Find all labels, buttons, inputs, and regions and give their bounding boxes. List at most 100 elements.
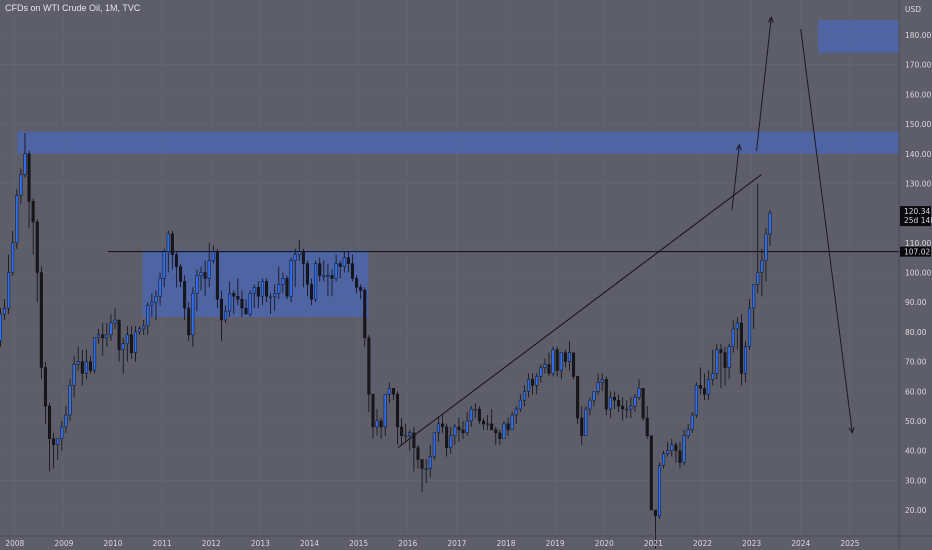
candle-body xyxy=(580,417,584,437)
price-tick-label: 20.00 xyxy=(905,506,927,515)
candle-body xyxy=(555,349,559,371)
candle-body xyxy=(367,337,371,395)
candle-body xyxy=(39,272,43,368)
candle-body xyxy=(269,296,273,298)
candle-body xyxy=(121,343,125,350)
candle-body xyxy=(641,388,645,419)
candle-body xyxy=(363,290,367,339)
candle-body xyxy=(170,233,174,255)
candle-body xyxy=(453,426,457,437)
price-tick-label: 130.00 xyxy=(905,179,931,188)
candle-body xyxy=(2,307,7,315)
candle-body xyxy=(211,251,215,261)
zone-layer xyxy=(17,20,900,318)
candle-body xyxy=(743,346,748,374)
candle-body xyxy=(256,287,260,297)
candle-body xyxy=(383,393,387,428)
candle-body xyxy=(326,275,330,277)
candle-body xyxy=(113,319,117,324)
candle-body xyxy=(355,278,359,288)
time-tick-label: 2016 xyxy=(398,539,417,548)
price-tick-label: 140.00 xyxy=(905,150,931,159)
candle-body xyxy=(346,257,350,264)
candle-body xyxy=(670,444,674,451)
candle-body xyxy=(518,399,522,410)
candle-body xyxy=(187,307,191,336)
time-tick-label: 2015 xyxy=(349,539,368,548)
candle-body xyxy=(617,399,621,407)
candle-body xyxy=(432,432,436,457)
candle-body xyxy=(133,331,138,353)
candle-body xyxy=(52,438,56,445)
candle-body xyxy=(572,352,576,377)
candle-body xyxy=(310,284,314,300)
candle-body xyxy=(179,266,183,282)
price-axis[interactable] xyxy=(899,0,932,536)
candle-body xyxy=(535,376,539,386)
candle-body xyxy=(723,352,727,368)
price-tick-label: 70.00 xyxy=(905,358,927,367)
candle-body xyxy=(657,465,662,517)
candle-body xyxy=(662,453,666,466)
time-tick-label: 2022 xyxy=(693,539,712,548)
candle-body xyxy=(596,382,600,392)
candle-body xyxy=(715,349,719,374)
price-tick-label: 160.00 xyxy=(905,90,931,99)
candle-body xyxy=(379,420,383,428)
candle-body xyxy=(11,242,15,273)
candle-body xyxy=(686,429,690,437)
candle-body xyxy=(183,281,187,309)
candle-body xyxy=(7,272,11,309)
candle-body xyxy=(457,426,461,431)
candle-body xyxy=(547,364,551,374)
time-axis-labels: 2008 2009 2010 2011 2012 2013 2014 2015 2016 2017… xyxy=(5,539,859,548)
candle-body xyxy=(305,263,309,285)
candle-body xyxy=(514,408,518,416)
candle-body xyxy=(252,287,256,294)
projection-arrow-line xyxy=(800,28,853,433)
time-tick-label: 2011 xyxy=(153,539,172,548)
candle-body xyxy=(31,201,35,223)
candle-body xyxy=(80,361,84,374)
candle-body xyxy=(694,385,698,416)
candle-body xyxy=(477,408,481,422)
candle-body xyxy=(698,385,702,389)
candle-body xyxy=(35,221,39,273)
candle-body xyxy=(731,328,735,347)
candle-body xyxy=(0,313,2,342)
candle-body xyxy=(101,334,105,339)
candle-body xyxy=(260,281,264,297)
projection-arrow-line xyxy=(756,17,772,151)
price-tick-label: 90.00 xyxy=(905,298,927,307)
candle-body xyxy=(248,293,252,315)
trendline xyxy=(397,174,762,449)
time-tick-label: 2021 xyxy=(644,539,663,548)
candle-body xyxy=(138,328,142,333)
candle-body xyxy=(342,257,346,267)
candle-body xyxy=(412,432,416,448)
candle-body xyxy=(469,408,473,422)
price-tick-label: 60.00 xyxy=(905,387,927,396)
candle-body xyxy=(350,263,354,279)
candle-body xyxy=(19,174,23,196)
chart-title: CFDs on WTI Crude Oil, 1M, TVC xyxy=(5,3,141,13)
candle-body xyxy=(526,379,531,392)
candle-body xyxy=(224,310,228,321)
candle-body xyxy=(510,414,514,431)
candle-body xyxy=(441,423,445,428)
candle-body xyxy=(76,361,80,365)
candles-layer xyxy=(0,132,772,549)
candle-body xyxy=(666,450,670,454)
candle-body xyxy=(539,367,543,377)
candle-body xyxy=(264,281,269,297)
price-tag-box xyxy=(900,246,931,257)
candle-body xyxy=(567,352,571,362)
candle-body xyxy=(88,361,92,371)
candle-body xyxy=(608,396,612,410)
candle-body xyxy=(338,263,342,267)
candle-body xyxy=(219,298,223,321)
candle-body xyxy=(23,153,27,175)
